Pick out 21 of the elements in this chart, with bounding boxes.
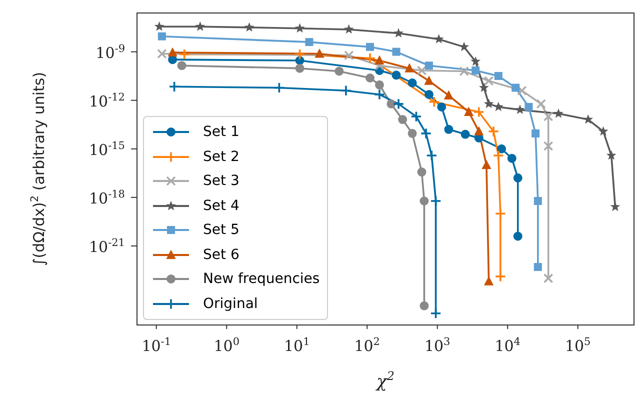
- x-tick-label: 10$^{1}$: [284, 336, 310, 355]
- legend-label: Set 1: [203, 124, 240, 140]
- y-tick-label: 10$^{-18}$: [88, 188, 125, 208]
- legend-label: Set 5: [203, 222, 240, 238]
- x-tick-label: 10$^{4}$: [494, 336, 521, 355]
- legend-label: Set 2: [203, 148, 240, 165]
- legend-label: New frequencies: [203, 271, 320, 288]
- x-tick-label: 10$^{-1}$: [142, 336, 172, 355]
- y-tick-label: 10$^{-15}$: [88, 140, 125, 159]
- legend-label: Original: [203, 296, 258, 312]
- legend-label: Set 6: [203, 246, 240, 263]
- x-tick-label: 10$^{5}$: [564, 336, 591, 355]
- legend-label: Set 4: [203, 198, 240, 214]
- x-tick-label: 10$^{0}$: [214, 336, 240, 355]
- y-tick-label: 10$^{-12}$: [88, 91, 125, 110]
- x-axis-title: χ$^{2}$: [376, 369, 394, 392]
- y-tick-label: 10$^{-9}$: [96, 42, 125, 62]
- legend-label: Set 3: [203, 173, 240, 190]
- x-tick-label: 10$^{3}$: [424, 336, 450, 355]
- x-tick-label: 10$^{2}$: [354, 336, 380, 355]
- y-tick-label: 10$^{-21}$: [88, 236, 125, 256]
